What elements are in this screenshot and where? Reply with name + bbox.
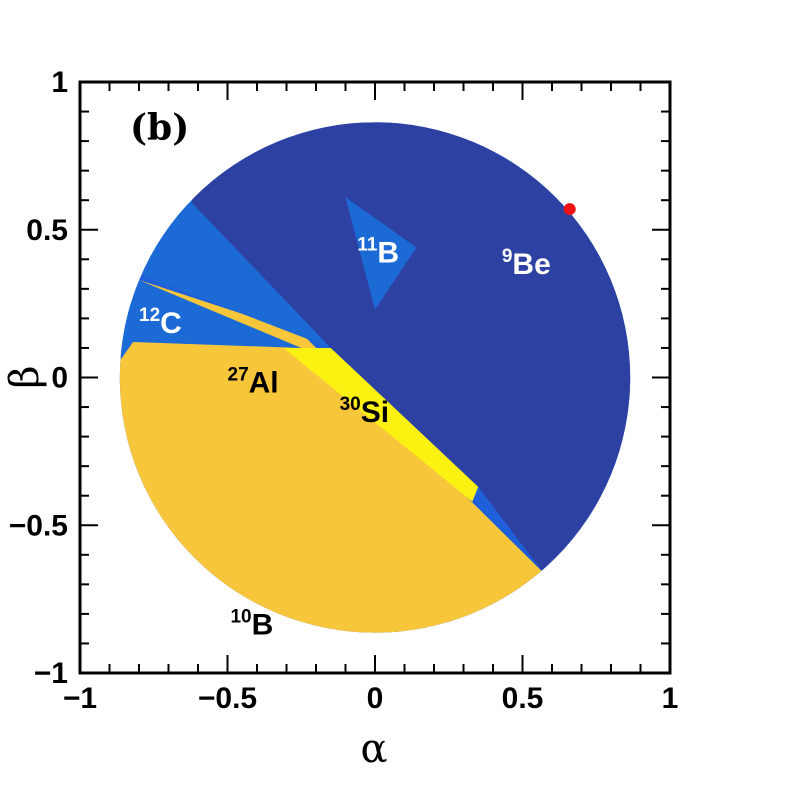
region-label-mass: 12	[139, 305, 160, 326]
x-tick-label: −1	[63, 682, 97, 715]
region-label-11b: 11B	[357, 234, 399, 269]
region-30si	[283, 347, 479, 502]
y-tick-label: 1	[51, 66, 68, 99]
region-label-10b: 10B	[230, 607, 273, 642]
region-label-12c: 12C	[139, 305, 182, 340]
region-label-element: Be	[512, 248, 550, 281]
region-label-mass: 9	[502, 246, 513, 267]
region-upper-blue	[119, 203, 331, 348]
y-tick-label: 0	[51, 362, 68, 395]
ticks: −1 −0.5 0 0.5 1 −1 −0.5 0 0.5 1	[9, 66, 679, 715]
region-label-9be: 9Be	[502, 246, 551, 281]
x-tick-label: 0.5	[502, 682, 544, 715]
x-tick-label: 0	[367, 682, 384, 715]
region-label-mass: 27	[228, 364, 249, 385]
marker-layer	[563, 203, 576, 216]
region-label-mass: 10	[230, 607, 251, 628]
region-12c	[119, 279, 302, 363]
region-label-mass: 11	[357, 234, 378, 255]
panel-label: (b)	[130, 107, 189, 149]
x-tick-label: −0.5	[198, 682, 257, 715]
region-11b	[345, 197, 417, 310]
y-tick-label: 0.5	[26, 214, 68, 247]
region-label-element: B	[252, 609, 274, 642]
region-label-mass: 30	[340, 394, 361, 415]
y-tick-label: −0.5	[9, 509, 68, 542]
region-label-element: Si	[361, 396, 389, 429]
region-label-30si: 30Si	[340, 394, 390, 429]
region-label-element: C	[160, 307, 182, 340]
region-label-27al: 27Al	[228, 364, 279, 399]
y-axis-title: β	[2, 365, 48, 388]
marker-point	[563, 203, 576, 216]
x-tick-label: 1	[662, 682, 679, 715]
y-tick-label: −1	[34, 657, 68, 690]
region-label-element: Al	[249, 366, 279, 399]
region-label-element: B	[377, 236, 399, 269]
x-axis-title: α	[360, 726, 387, 772]
